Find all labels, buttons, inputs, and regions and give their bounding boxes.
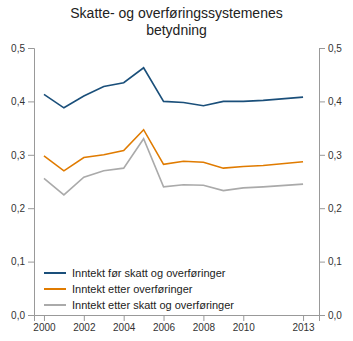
legend-swatch [44, 288, 66, 290]
tick: 0,3 [11, 150, 34, 161]
tick-mark [44, 315, 45, 321]
legend-item: Inntekt etter overføringer [44, 283, 193, 295]
tick-label: 0,1 [11, 256, 25, 267]
tick-label: 0,5 [11, 43, 25, 54]
tick-mark [28, 155, 34, 156]
legend-label: Inntekt etter skatt og overføringer [72, 299, 234, 311]
tick-mark [124, 315, 125, 321]
tick-label: 0,0 [328, 310, 342, 321]
legend-label: Inntekt før skatt og overføringer [72, 267, 226, 279]
tick: 0,5 [11, 43, 34, 54]
tick: 2006 [153, 315, 176, 333]
tick: 2004 [113, 315, 136, 333]
chart: Skatte- og overføringssystemenesbetydnin… [0, 0, 353, 341]
axis-line [35, 316, 320, 322]
tick-label: 0,4 [11, 96, 25, 107]
y2-axis: 0,0 0,1 0,2 0,3 0,4 0,5 [319, 43, 342, 321]
tick-mark [319, 262, 325, 263]
tick-mark [319, 155, 325, 156]
tick-mark [28, 315, 34, 316]
tick-mark [319, 208, 325, 209]
tick: 0,2 [11, 203, 34, 214]
tick: 0,4 [319, 96, 342, 107]
tick-label: 0,5 [328, 43, 342, 54]
tick-mark [28, 48, 34, 49]
legend-label: Inntekt etter overføringer [72, 283, 193, 295]
tick-mark [28, 208, 34, 209]
tick: 0,0 [319, 310, 342, 321]
series-line [44, 68, 303, 108]
tick: 2013 [292, 315, 315, 333]
tick: 2010 [233, 315, 256, 333]
tick-label: 0,3 [328, 150, 342, 161]
tick: 2000 [33, 315, 56, 333]
tick-label: 0,2 [11, 203, 25, 214]
axis-line [320, 49, 326, 316]
tick-mark [319, 48, 325, 49]
legend-swatch [44, 304, 66, 306]
tick-label: 2004 [113, 322, 136, 333]
tick-label: 2008 [193, 322, 216, 333]
tick-mark [319, 315, 325, 316]
y-axis: 0,0 0,1 0,2 0,3 0,4 0,5 [11, 43, 34, 321]
legend-item: Inntekt etter skatt og overføringer [44, 299, 234, 311]
tick-label: 2006 [153, 322, 176, 333]
lines [44, 68, 303, 195]
title-line: Skatte- og overføringssystemenes [70, 5, 282, 21]
tick-label: 0,1 [328, 256, 342, 267]
axis-line [28, 49, 35, 316]
tick: 0,2 [319, 203, 342, 214]
tick-mark [203, 315, 204, 321]
legend-swatch [44, 272, 66, 274]
tick: 0,4 [11, 96, 34, 107]
legend: Inntekt før skatt og overføringer Inntekt… [44, 267, 234, 311]
series-line [44, 130, 303, 171]
series-line [44, 139, 303, 195]
tick-mark [243, 315, 244, 321]
tick: 0,3 [319, 150, 342, 161]
tick-mark [319, 101, 325, 102]
tick: 0,1 [11, 256, 34, 267]
tick-mark [164, 315, 165, 321]
x-axis: 2000 2002 2004 2006 2008 2010 2013 [33, 315, 319, 333]
tick-label: 2013 [292, 322, 315, 333]
tick-mark [28, 262, 34, 263]
tick: 0,5 [319, 43, 342, 54]
tick-label: 0,3 [11, 150, 25, 161]
title-line: betydning [146, 22, 207, 38]
title: Skatte- og overføringssystemenesbetydnin… [70, 5, 282, 38]
tick-mark [84, 315, 85, 321]
tick-label: 2010 [233, 322, 256, 333]
tick-mark [28, 101, 34, 102]
plot: 2000 2002 2004 2006 2008 2010 2013 0,0 0,1 0,2 0,3… [11, 43, 342, 333]
tick-label: 0,2 [328, 203, 342, 214]
tick-label: 0,0 [11, 310, 25, 321]
tick: 0,0 [11, 310, 34, 321]
legend-item: Inntekt før skatt og overføringer [44, 267, 226, 279]
tick: 2008 [193, 315, 216, 333]
tick: 0,1 [319, 256, 342, 267]
tick-mark [303, 315, 304, 321]
tick: 2002 [73, 315, 96, 333]
tick-label: 0,4 [328, 96, 342, 107]
tick-label: 2002 [73, 322, 96, 333]
tick-label: 2000 [33, 322, 56, 333]
